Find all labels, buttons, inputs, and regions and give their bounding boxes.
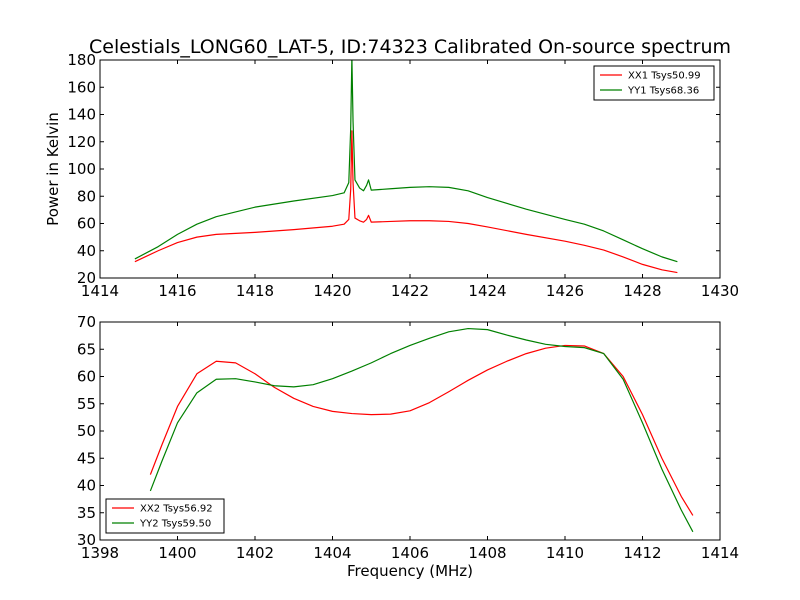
x-tick-label: 1408 bbox=[468, 544, 506, 562]
y-tick-label: 160 bbox=[67, 78, 96, 96]
x-tick-label: 1424 bbox=[468, 282, 506, 300]
y-tick-label: 55 bbox=[77, 395, 96, 413]
x-tick-label: 1420 bbox=[313, 282, 351, 300]
legend: XX1 Tsys50.99 YY1 Tsys68.36 bbox=[593, 65, 715, 101]
bottom-panel: 1398 1400 1402 1404 1406 1408 1410 1412 1414 30 35… bbox=[77, 313, 739, 580]
y-tick-label: 20 bbox=[77, 269, 96, 287]
x-tick-label: 1422 bbox=[391, 282, 429, 300]
y-tick-label: 50 bbox=[77, 422, 96, 440]
x-tick-label: 1398 bbox=[81, 544, 119, 562]
y-tick-label: 70 bbox=[77, 313, 96, 331]
legend-entry: XX1 Tsys50.99 bbox=[628, 71, 701, 82]
top-panel: 1414 1416 1418 1420 1422 1424 1426 1428 1430 20 40… bbox=[44, 51, 739, 300]
figure-title: Celestials_LONG60_LAT-5, ID:74323 Calibr… bbox=[89, 36, 731, 58]
legend-entry: YY2 Tsys59.50 bbox=[139, 519, 211, 530]
legend-box bbox=[105, 498, 225, 534]
x-axis-label: Frequency (MHz) bbox=[347, 562, 473, 580]
legend: XX2 Tsys56.92 YY2 Tsys59.50 bbox=[105, 498, 225, 534]
y-tick-label: 60 bbox=[77, 368, 96, 386]
y-tick-label: 60 bbox=[77, 215, 96, 233]
x-tick-label: 1406 bbox=[391, 544, 429, 562]
x-tick-label: 1412 bbox=[623, 544, 661, 562]
y-tick-label: 40 bbox=[77, 477, 96, 495]
series-line-0-0 bbox=[134, 130, 678, 274]
legend-box bbox=[593, 65, 715, 101]
legend-entry: XX2 Tsys56.92 bbox=[140, 504, 213, 515]
legend-entry: YY1 Tsys68.36 bbox=[627, 86, 699, 97]
y-tick-label: 100 bbox=[67, 160, 96, 178]
y-tick-label: 45 bbox=[77, 449, 96, 467]
x-tick-label: 1410 bbox=[546, 544, 584, 562]
x-tick-label: 1414 bbox=[701, 544, 739, 562]
x-tick-label: 1426 bbox=[546, 282, 584, 300]
y-axis-label: Power in Kelvin bbox=[44, 112, 62, 226]
y-tick-label: 40 bbox=[77, 242, 96, 260]
series-line-1-0 bbox=[149, 344, 694, 516]
y-tick-label: 80 bbox=[77, 187, 96, 205]
x-tick-label: 1414 bbox=[81, 282, 119, 300]
y-tick-label: 35 bbox=[77, 504, 96, 522]
x-tick-label: 1402 bbox=[236, 544, 274, 562]
series-line-1-1 bbox=[149, 327, 694, 533]
series-line-0-1 bbox=[134, 60, 678, 263]
y-tick-label: 30 bbox=[77, 531, 96, 549]
x-tick-label: 1404 bbox=[313, 544, 351, 562]
x-tick-label: 1430 bbox=[701, 282, 739, 300]
y-tick-label: 180 bbox=[67, 51, 96, 69]
x-tick-label: 1418 bbox=[236, 282, 274, 300]
x-tick-label: 1428 bbox=[623, 282, 661, 300]
x-tick-label: 1400 bbox=[158, 544, 196, 562]
y-tick-label: 120 bbox=[67, 133, 96, 151]
y-tick-label: 140 bbox=[67, 106, 96, 124]
x-tick-label: 1416 bbox=[158, 282, 196, 300]
y-tick-label: 65 bbox=[77, 340, 96, 358]
